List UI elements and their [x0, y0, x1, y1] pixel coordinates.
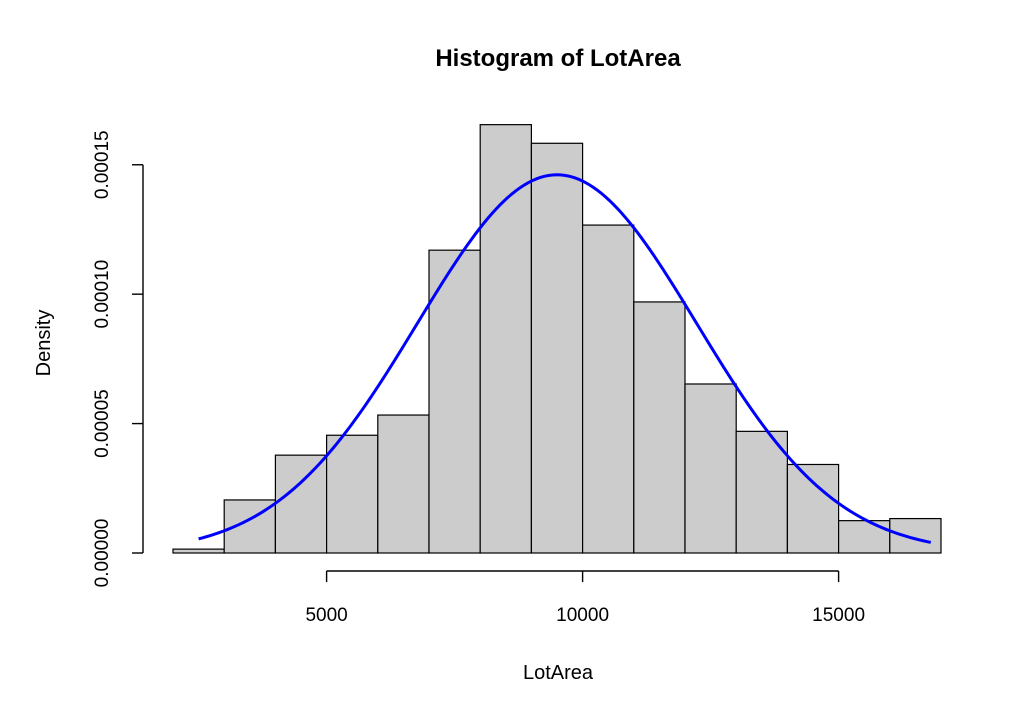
- y-axis-ticks: 0.00000 0.00005 0.00010 0.00015: [92, 130, 143, 587]
- y-tick-label-1: 0.00000: [92, 519, 113, 588]
- histogram-bar-14: [837, 520, 891, 554]
- y-axis-label: Density: [33, 310, 55, 377]
- x-axis-ticks: 5000 10000 15000: [305, 571, 865, 626]
- histogram-bar-6: [428, 249, 481, 554]
- histogram-bar-10: [633, 301, 686, 554]
- histogram-bar-9: [581, 224, 635, 554]
- histogram-bar-4: [326, 434, 379, 554]
- x-tick-label-2: 10000: [556, 605, 609, 626]
- histogram-bar-7: [479, 124, 533, 554]
- y-tick-label-4: 0.00015: [92, 130, 113, 199]
- x-tick-label-3: 15000: [812, 605, 865, 626]
- histogram-bar-8: [530, 142, 584, 554]
- y-axis: 0.00000 0.00005 0.00010 0.00015: [92, 130, 144, 587]
- chart-title: Histogram of LotArea: [435, 45, 681, 72]
- x-axis: 5000 10000 15000: [305, 570, 865, 626]
- histogram-bar-11: [684, 383, 737, 554]
- y-tick-label-2: 0.00005: [92, 389, 113, 458]
- histogram-bar-1: [172, 548, 225, 554]
- y-tick-label-3: 0.00010: [92, 260, 113, 329]
- histogram-bar-13: [786, 463, 840, 554]
- histogram-bars: [172, 124, 942, 554]
- histogram-bar-5: [377, 414, 430, 554]
- histogram-bar-3: [274, 454, 328, 554]
- histogram-bar-15: [889, 517, 942, 554]
- histogram-bar-12: [735, 430, 789, 554]
- density-curve: [198, 173, 932, 544]
- x-axis-label: LotArea: [523, 662, 594, 684]
- x-tick-label-1: 5000: [305, 605, 347, 626]
